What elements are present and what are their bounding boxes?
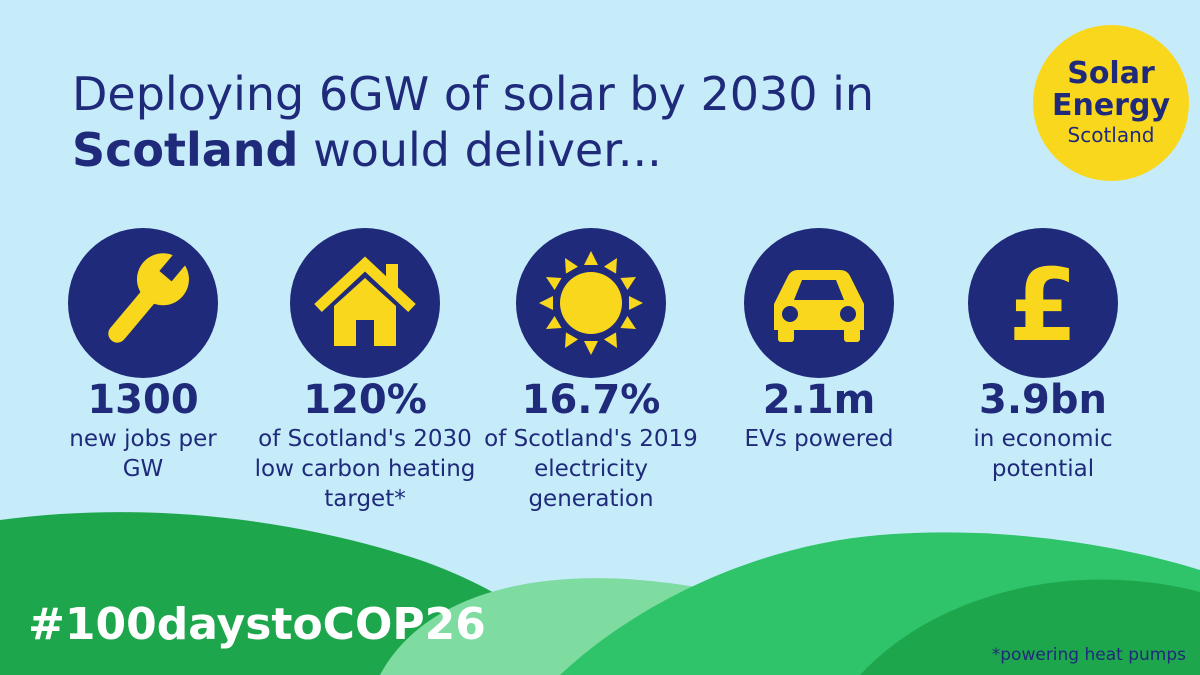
- stat-icon-circle: [290, 228, 440, 378]
- sun-ray: [629, 296, 643, 310]
- stat-description: in economic potential: [920, 424, 1166, 484]
- stat-description: new jobs per GW: [20, 424, 266, 484]
- stat-icon-circle: £: [968, 228, 1118, 378]
- sun-ray: [565, 332, 579, 349]
- sun-ray: [603, 332, 617, 349]
- stat-desc-line: generation: [528, 486, 654, 512]
- stat-desc-line: potential: [991, 456, 1095, 482]
- sun-ray: [539, 296, 553, 310]
- page-title: Deploying 6GW of solar by 2030 in Scotla…: [72, 66, 932, 178]
- stat-description: of Scotland's 2030 low carbon heating ta…: [242, 424, 488, 514]
- pound-icon: £: [1008, 247, 1078, 364]
- sun-ray: [620, 277, 637, 291]
- stat-value: 120%: [303, 377, 427, 423]
- wrench-icon: [108, 248, 191, 343]
- stat-value: 16.7%: [521, 377, 661, 423]
- stat-value: 2.1m: [762, 377, 876, 423]
- stat-desc-line: electricity: [534, 456, 648, 482]
- stat-description: EVs powered: [696, 424, 942, 454]
- stat-desc-line: EVs powered: [744, 426, 894, 452]
- car-icon: [774, 270, 864, 342]
- stat-desc-line: in economic: [973, 426, 1113, 452]
- stat-desc-line: low carbon heating: [254, 456, 476, 482]
- stat-desc-line: GW: [122, 456, 164, 482]
- stat-icon-circle: [516, 228, 666, 378]
- sun-icon: [539, 251, 643, 355]
- stat-desc-line: of Scotland's 2030: [258, 426, 472, 452]
- stat-desc-line: new jobs per: [69, 426, 217, 452]
- hashtag: #100daystoCOP26: [28, 599, 486, 650]
- sun-ray: [565, 257, 579, 274]
- svg-text:£: £: [1008, 247, 1078, 364]
- headline-bold: Scotland: [72, 123, 299, 177]
- headline-part1: Deploying 6GW of solar by 2030 in: [72, 67, 875, 121]
- stat-value: 1300: [87, 377, 199, 423]
- sun-ray: [545, 315, 562, 329]
- logo-line1: Solar: [1067, 56, 1155, 91]
- sun-ray: [620, 315, 637, 329]
- footnote: *powering heat pumps: [991, 645, 1186, 665]
- stat-description: of Scotland's 2019 electricity generatio…: [468, 424, 714, 514]
- logo-line3: Scotland: [1067, 123, 1155, 147]
- stat-icon-circle: [744, 228, 894, 378]
- stat-value: 3.9bn: [979, 377, 1107, 423]
- sun-ray: [545, 277, 562, 291]
- stat-desc-line: of Scotland's 2019: [484, 426, 698, 452]
- sun-ray: [603, 257, 617, 274]
- stat-icon-circle: [68, 228, 218, 378]
- sun-ray: [584, 341, 598, 355]
- headline-part2: would deliver...: [313, 123, 662, 177]
- logo-line2: Energy: [1051, 88, 1171, 123]
- solar-energy-scotland-logo: Solar Energy Scotland: [1033, 25, 1189, 181]
- house-icon: [314, 256, 416, 346]
- stat-desc-line: target*: [324, 486, 406, 512]
- sun-ray: [584, 251, 598, 265]
